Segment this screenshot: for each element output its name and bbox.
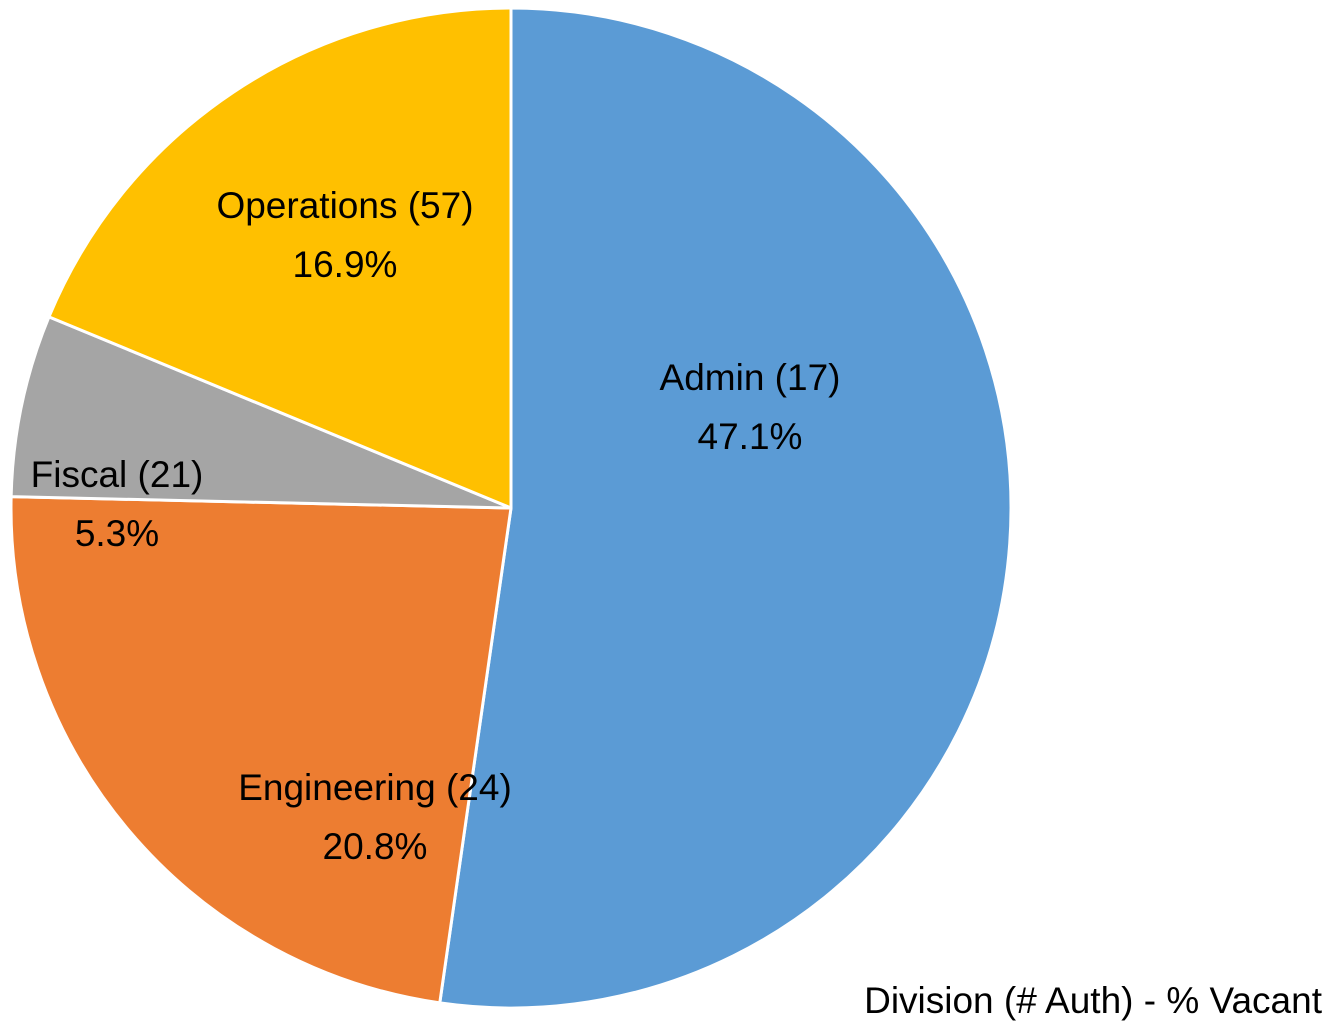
value-label: 16.9% (293, 244, 398, 285)
pie-slice (9, 495, 513, 1005)
slice-label: Fiscal (21) (31, 454, 204, 495)
slice-label: Engineering (24) (238, 767, 512, 808)
slice-label: Operations (57) (216, 185, 473, 226)
pie-slice (9, 315, 513, 510)
value-label: 20.8% (323, 826, 428, 867)
data-labels: Admin (17) 47.1% Engineering (24) 20.8% Fisc… (31, 185, 841, 867)
value-label: 47.1% (698, 416, 803, 457)
pie-slice (47, 6, 513, 510)
value-label: 5.3% (75, 513, 159, 554)
pie-slice (438, 6, 1013, 1010)
slice-label: Admin (17) (660, 357, 841, 398)
pie (9, 6, 1013, 1010)
chart-title: Division (# Auth) - % Vacant (864, 980, 1323, 1021)
